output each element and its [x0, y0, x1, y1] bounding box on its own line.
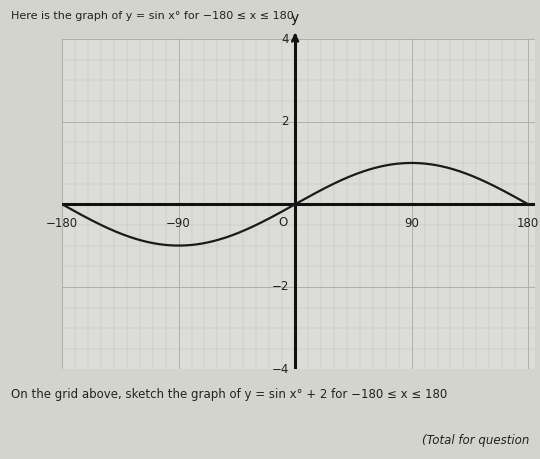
Text: O: O	[278, 216, 287, 229]
Text: 180: 180	[517, 217, 539, 230]
Text: y: y	[291, 11, 299, 24]
Text: (Total for question: (Total for question	[422, 434, 529, 447]
Text: −2: −2	[271, 280, 289, 293]
Text: −90: −90	[166, 217, 191, 230]
Text: On the grid above, sketch the graph of y = sin x° + 2 for −180 ≤ x ≤ 180: On the grid above, sketch the graph of y…	[11, 388, 447, 401]
Text: 90: 90	[404, 217, 419, 230]
Text: −4: −4	[271, 363, 289, 376]
Text: 2: 2	[281, 115, 289, 128]
Text: −180: −180	[46, 217, 78, 230]
Text: 4: 4	[281, 33, 289, 45]
Text: Here is the graph of y = sin x° for −180 ≤ x ≤ 180: Here is the graph of y = sin x° for −180…	[11, 11, 294, 22]
